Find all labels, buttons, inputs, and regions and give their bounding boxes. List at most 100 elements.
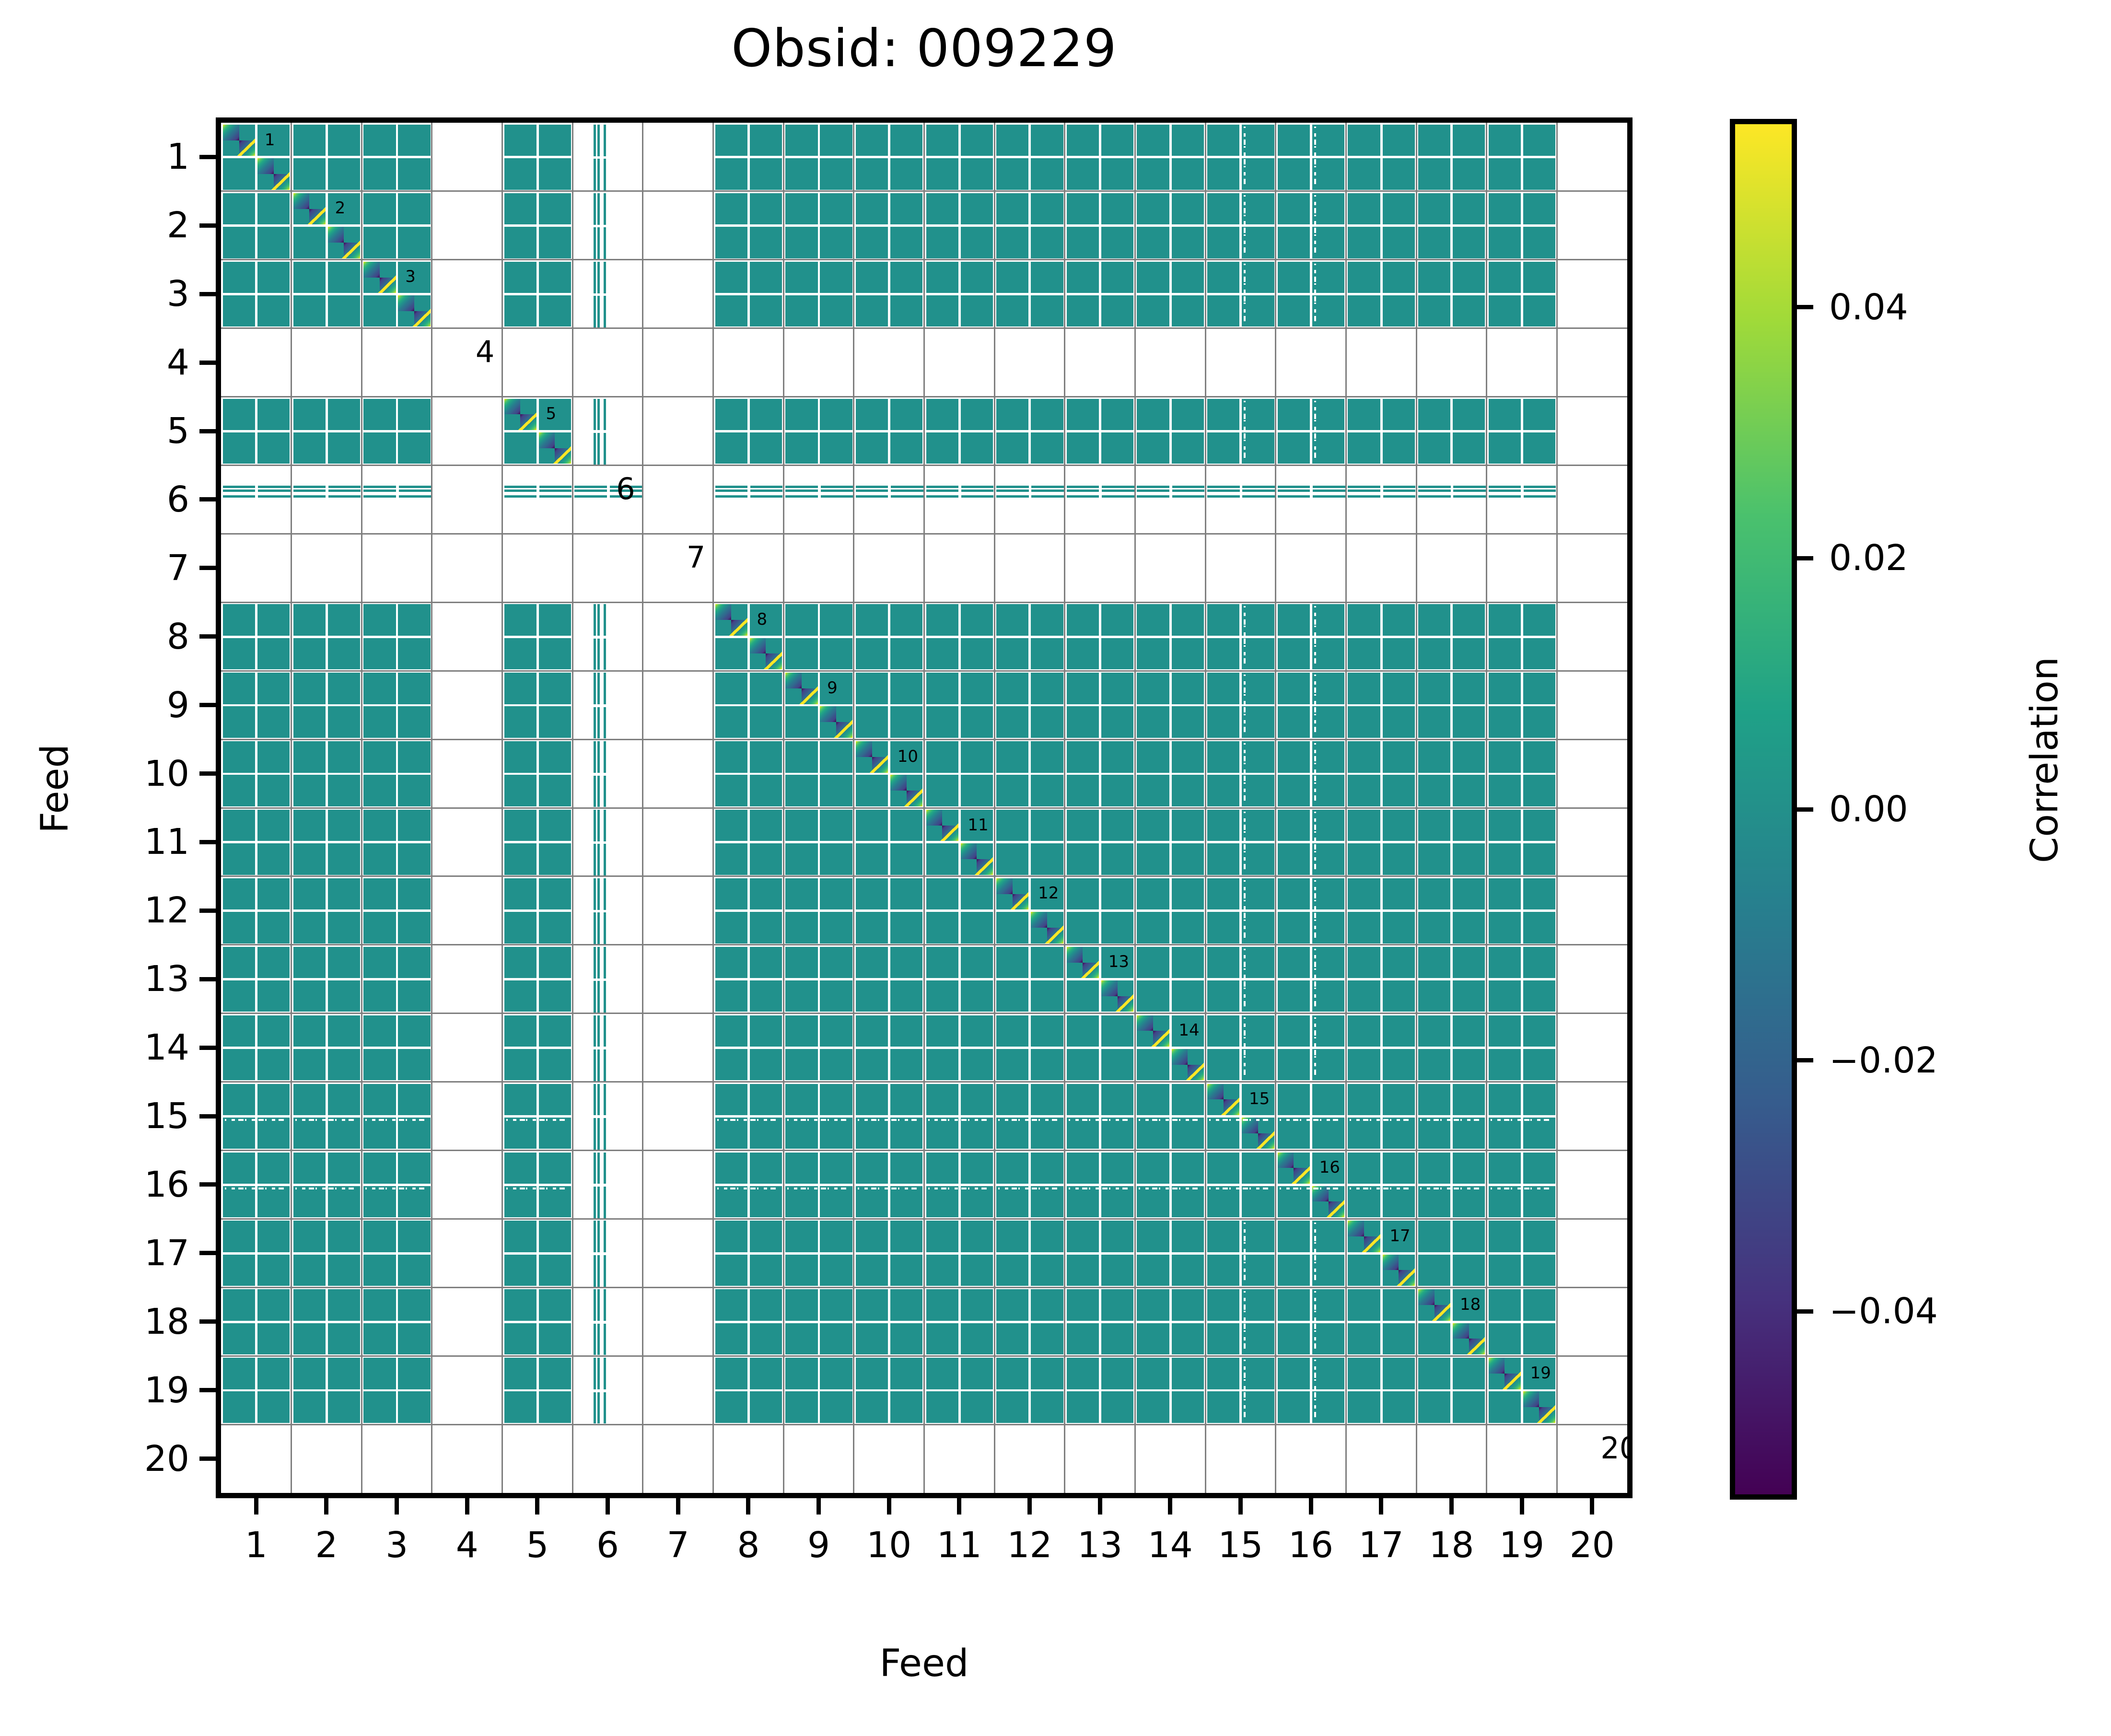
matrix-cell-feed-17-18 [1416, 1219, 1487, 1287]
flagged-pixel [717, 1188, 719, 1190]
matrix-cell-feed-4-9 [783, 328, 854, 397]
sideband-block [538, 261, 571, 293]
flagged-pixel [1314, 420, 1316, 422]
flagged-pixel [546, 1119, 548, 1121]
sideband-block [855, 432, 888, 464]
gridline-vertical [1345, 123, 1347, 1493]
flagged-pixel [1244, 776, 1246, 781]
sideband-block [1453, 775, 1485, 806]
colorbar[interactable] [1730, 119, 1797, 1500]
flagged-pixel [1172, 1188, 1178, 1190]
sideband-block [1066, 193, 1099, 225]
matrix-cell-feed-18-20 [1557, 1287, 1627, 1356]
flagged-pixel [1244, 906, 1246, 910]
sideband-block [1137, 1391, 1169, 1423]
sideband-block [1242, 1152, 1274, 1184]
flagged-pixel [265, 1188, 267, 1190]
sideband-block [504, 295, 536, 327]
sideband-block [749, 193, 782, 225]
feed-number-annotation-4: 4 [475, 334, 495, 370]
matrix-cell-feed-8-8 [713, 602, 784, 671]
sideband-block [1348, 261, 1380, 293]
partial-data-stripe [891, 489, 923, 492]
sideband-block [1171, 193, 1204, 225]
sideband-block [926, 227, 958, 258]
partial-data-stripe [603, 227, 606, 259]
sideband-diagonal-block [538, 432, 571, 464]
sideband-block [996, 1323, 1029, 1354]
sideband-block [223, 1186, 256, 1218]
matrix-cell-feed-11-15 [1205, 808, 1276, 876]
sideband-block [1171, 1015, 1204, 1047]
sideband-block [1382, 193, 1415, 225]
sideband-block [996, 843, 1029, 875]
matrix-cell-feed-7-19 [1487, 534, 1557, 602]
flagged-pixel [1314, 1069, 1316, 1075]
sideband-block [1277, 980, 1310, 1012]
partial-data-stripe [594, 912, 596, 944]
sideband-block [820, 1015, 852, 1047]
sideband-block [890, 912, 923, 944]
flagged-pixel [533, 1188, 536, 1190]
flagged-pixel [750, 1119, 756, 1121]
flagged-pixel [1314, 178, 1316, 184]
partial-data-stripe [603, 775, 606, 807]
flagged-pixel [1262, 1119, 1268, 1121]
sideband-diagonal-block [223, 125, 256, 156]
sideband-block [890, 398, 923, 431]
flagged-pixel [238, 1119, 244, 1121]
feed-number-annotation-9: 9 [827, 678, 838, 698]
matrix-cell-feed-4-2 [292, 328, 362, 397]
sideband-block [223, 775, 256, 806]
diagonal-quadrant-br [239, 140, 256, 156]
flagged-pixel [948, 1188, 950, 1190]
matrix-cell-feed-8-7 [643, 602, 713, 671]
sideband-block [785, 125, 818, 156]
x-axis-tick [465, 1498, 469, 1515]
sideband-block [293, 946, 326, 979]
flagged-pixel [315, 1188, 317, 1190]
sideband-block [996, 706, 1029, 738]
sideband-block [257, 261, 290, 293]
flagged-pixel [1510, 1188, 1512, 1190]
sideband-block [1207, 1015, 1240, 1047]
sideband-block [1453, 980, 1485, 1012]
flagged-pixel [1497, 1188, 1501, 1190]
diagonal-quadrant-tr [942, 810, 958, 826]
matrix-cell-feed-10-11 [924, 739, 995, 808]
sideband-block [1382, 810, 1415, 841]
flagged-pixel [1256, 1119, 1260, 1121]
partial-data-stripe [597, 981, 600, 1013]
sideband-block [1171, 775, 1204, 806]
flagged-pixel [764, 1119, 768, 1121]
sideband-block [996, 980, 1029, 1012]
sideband-block [1277, 843, 1310, 875]
matrix-cell-feed-8-18 [1416, 602, 1487, 671]
matrix-cell-feed-13-8 [713, 945, 784, 1014]
sideband-block [820, 843, 852, 875]
sideband-block [398, 193, 431, 225]
matrix-cell-feed-16-14 [1135, 1151, 1205, 1219]
correlation-matrix-axes[interactable]: 1234567891011121314151617181920 [216, 117, 1633, 1498]
diagonal-quadrant-tl [715, 604, 732, 620]
sideband-block [293, 261, 326, 293]
matrix-cell-feed-5-19 [1487, 397, 1557, 466]
sideband-block [1242, 1186, 1274, 1218]
sideband-block [1171, 638, 1204, 669]
diagonal-quadrant-br [1047, 927, 1063, 944]
sideband-block [1312, 1358, 1345, 1389]
flagged-pixel [1115, 1188, 1119, 1190]
x-axis-tick [254, 1498, 258, 1515]
sideband-block [1242, 843, 1274, 875]
partial-data-stripe [223, 486, 256, 489]
sideband-block [293, 398, 326, 431]
y-axis-tick [199, 908, 216, 913]
flagged-pixel [1229, 1188, 1231, 1190]
colorbar-tick [1797, 1058, 1813, 1063]
matrix-cell-feed-18-3 [362, 1287, 432, 1356]
y-tick-label-7: 7 [166, 547, 189, 589]
matrix-cell-feed-1-19 [1487, 123, 1557, 191]
sideband-block [1312, 125, 1345, 156]
colorbar-tick [1797, 1309, 1813, 1314]
sideband-block [890, 810, 923, 841]
